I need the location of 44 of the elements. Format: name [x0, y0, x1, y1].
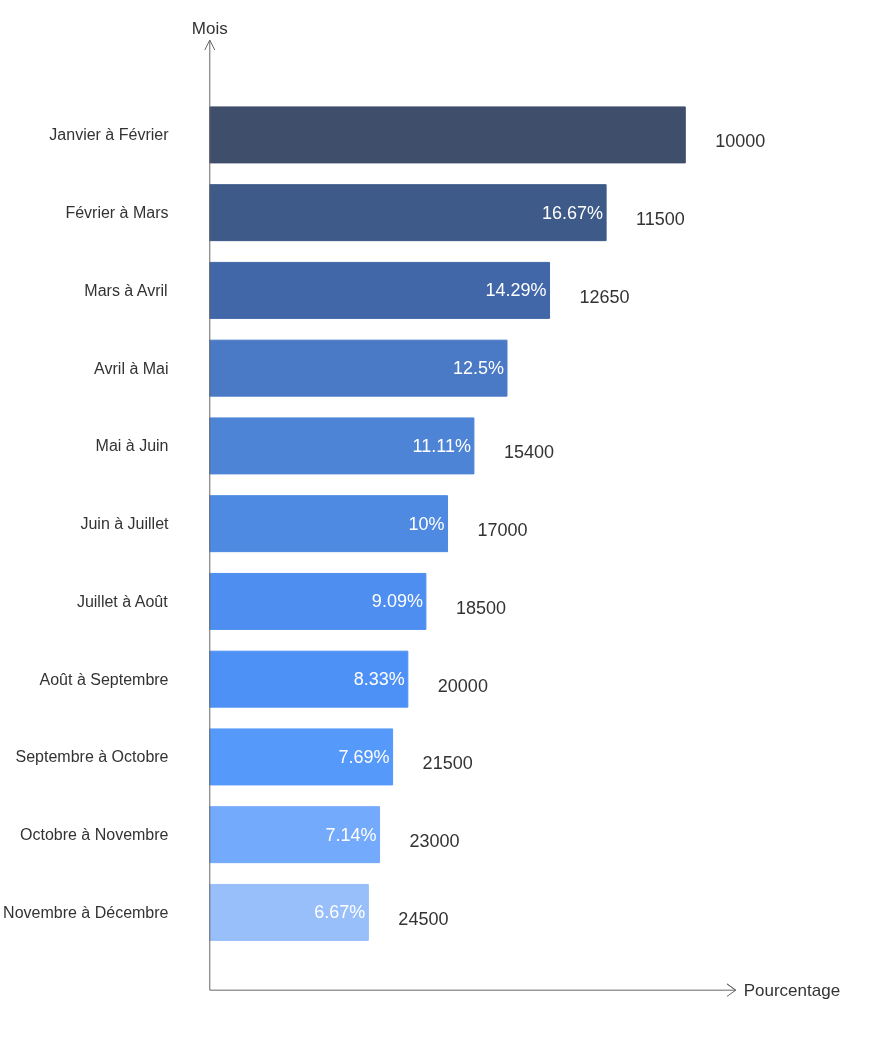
data-label: 6.67% [314, 902, 366, 923]
y-tick-label: Novembre à Décembre [3, 903, 169, 921]
y-tick-label: Avril à Mai [94, 359, 169, 377]
annotation: 15400 [503, 442, 554, 463]
annotation: 10000 [715, 131, 766, 152]
annotation: 23000 [409, 831, 460, 852]
y-axis-title: Mois [191, 18, 228, 38]
y-tick-label: Juin à Juillet [80, 515, 170, 533]
y-tick-label: Mars à Avril [84, 281, 168, 299]
y-tick-label: Octobre à Novembre [19, 826, 169, 844]
annotation: 11500 [636, 209, 685, 230]
annotation: 20000 [437, 675, 488, 696]
bar [209, 417, 475, 475]
bar [209, 495, 449, 553]
bar [209, 650, 409, 708]
annotation: 18500 [455, 597, 506, 618]
y-tick-label: Septembre à Octobre [15, 748, 169, 766]
bar [209, 339, 508, 397]
bar [209, 728, 394, 786]
data-label: 7.69% [338, 746, 390, 767]
y-tick-label: Février à Mars [65, 204, 169, 222]
data-label: 14.29% [485, 280, 547, 301]
bar [209, 806, 381, 864]
y-tick-label: Mai à Juin [95, 437, 169, 455]
data-label: 7.14% [325, 824, 377, 845]
data-label: 12.5% [452, 358, 504, 379]
bar [209, 572, 427, 630]
y-tick-label: Août à Septembre [39, 670, 169, 688]
x-axis-title: Pourcentage [743, 980, 841, 1000]
bar [209, 106, 686, 164]
y-tick-label: Juillet à Août [76, 592, 169, 610]
data-label: 9.09% [371, 591, 423, 612]
y-tick-label: Janvier à Février [49, 126, 170, 144]
bar [209, 184, 607, 242]
data-label: 11.11% [412, 435, 471, 456]
data-label: 8.33% [353, 669, 405, 690]
annotation: 24500 [398, 908, 449, 929]
data-label: 10% [408, 513, 445, 534]
bar [209, 261, 551, 319]
annotation: 17000 [477, 520, 528, 541]
data-label: 16.67% [542, 202, 604, 223]
annotation: 21500 [422, 753, 473, 774]
annotation: 12650 [579, 286, 630, 307]
bar [209, 883, 369, 941]
